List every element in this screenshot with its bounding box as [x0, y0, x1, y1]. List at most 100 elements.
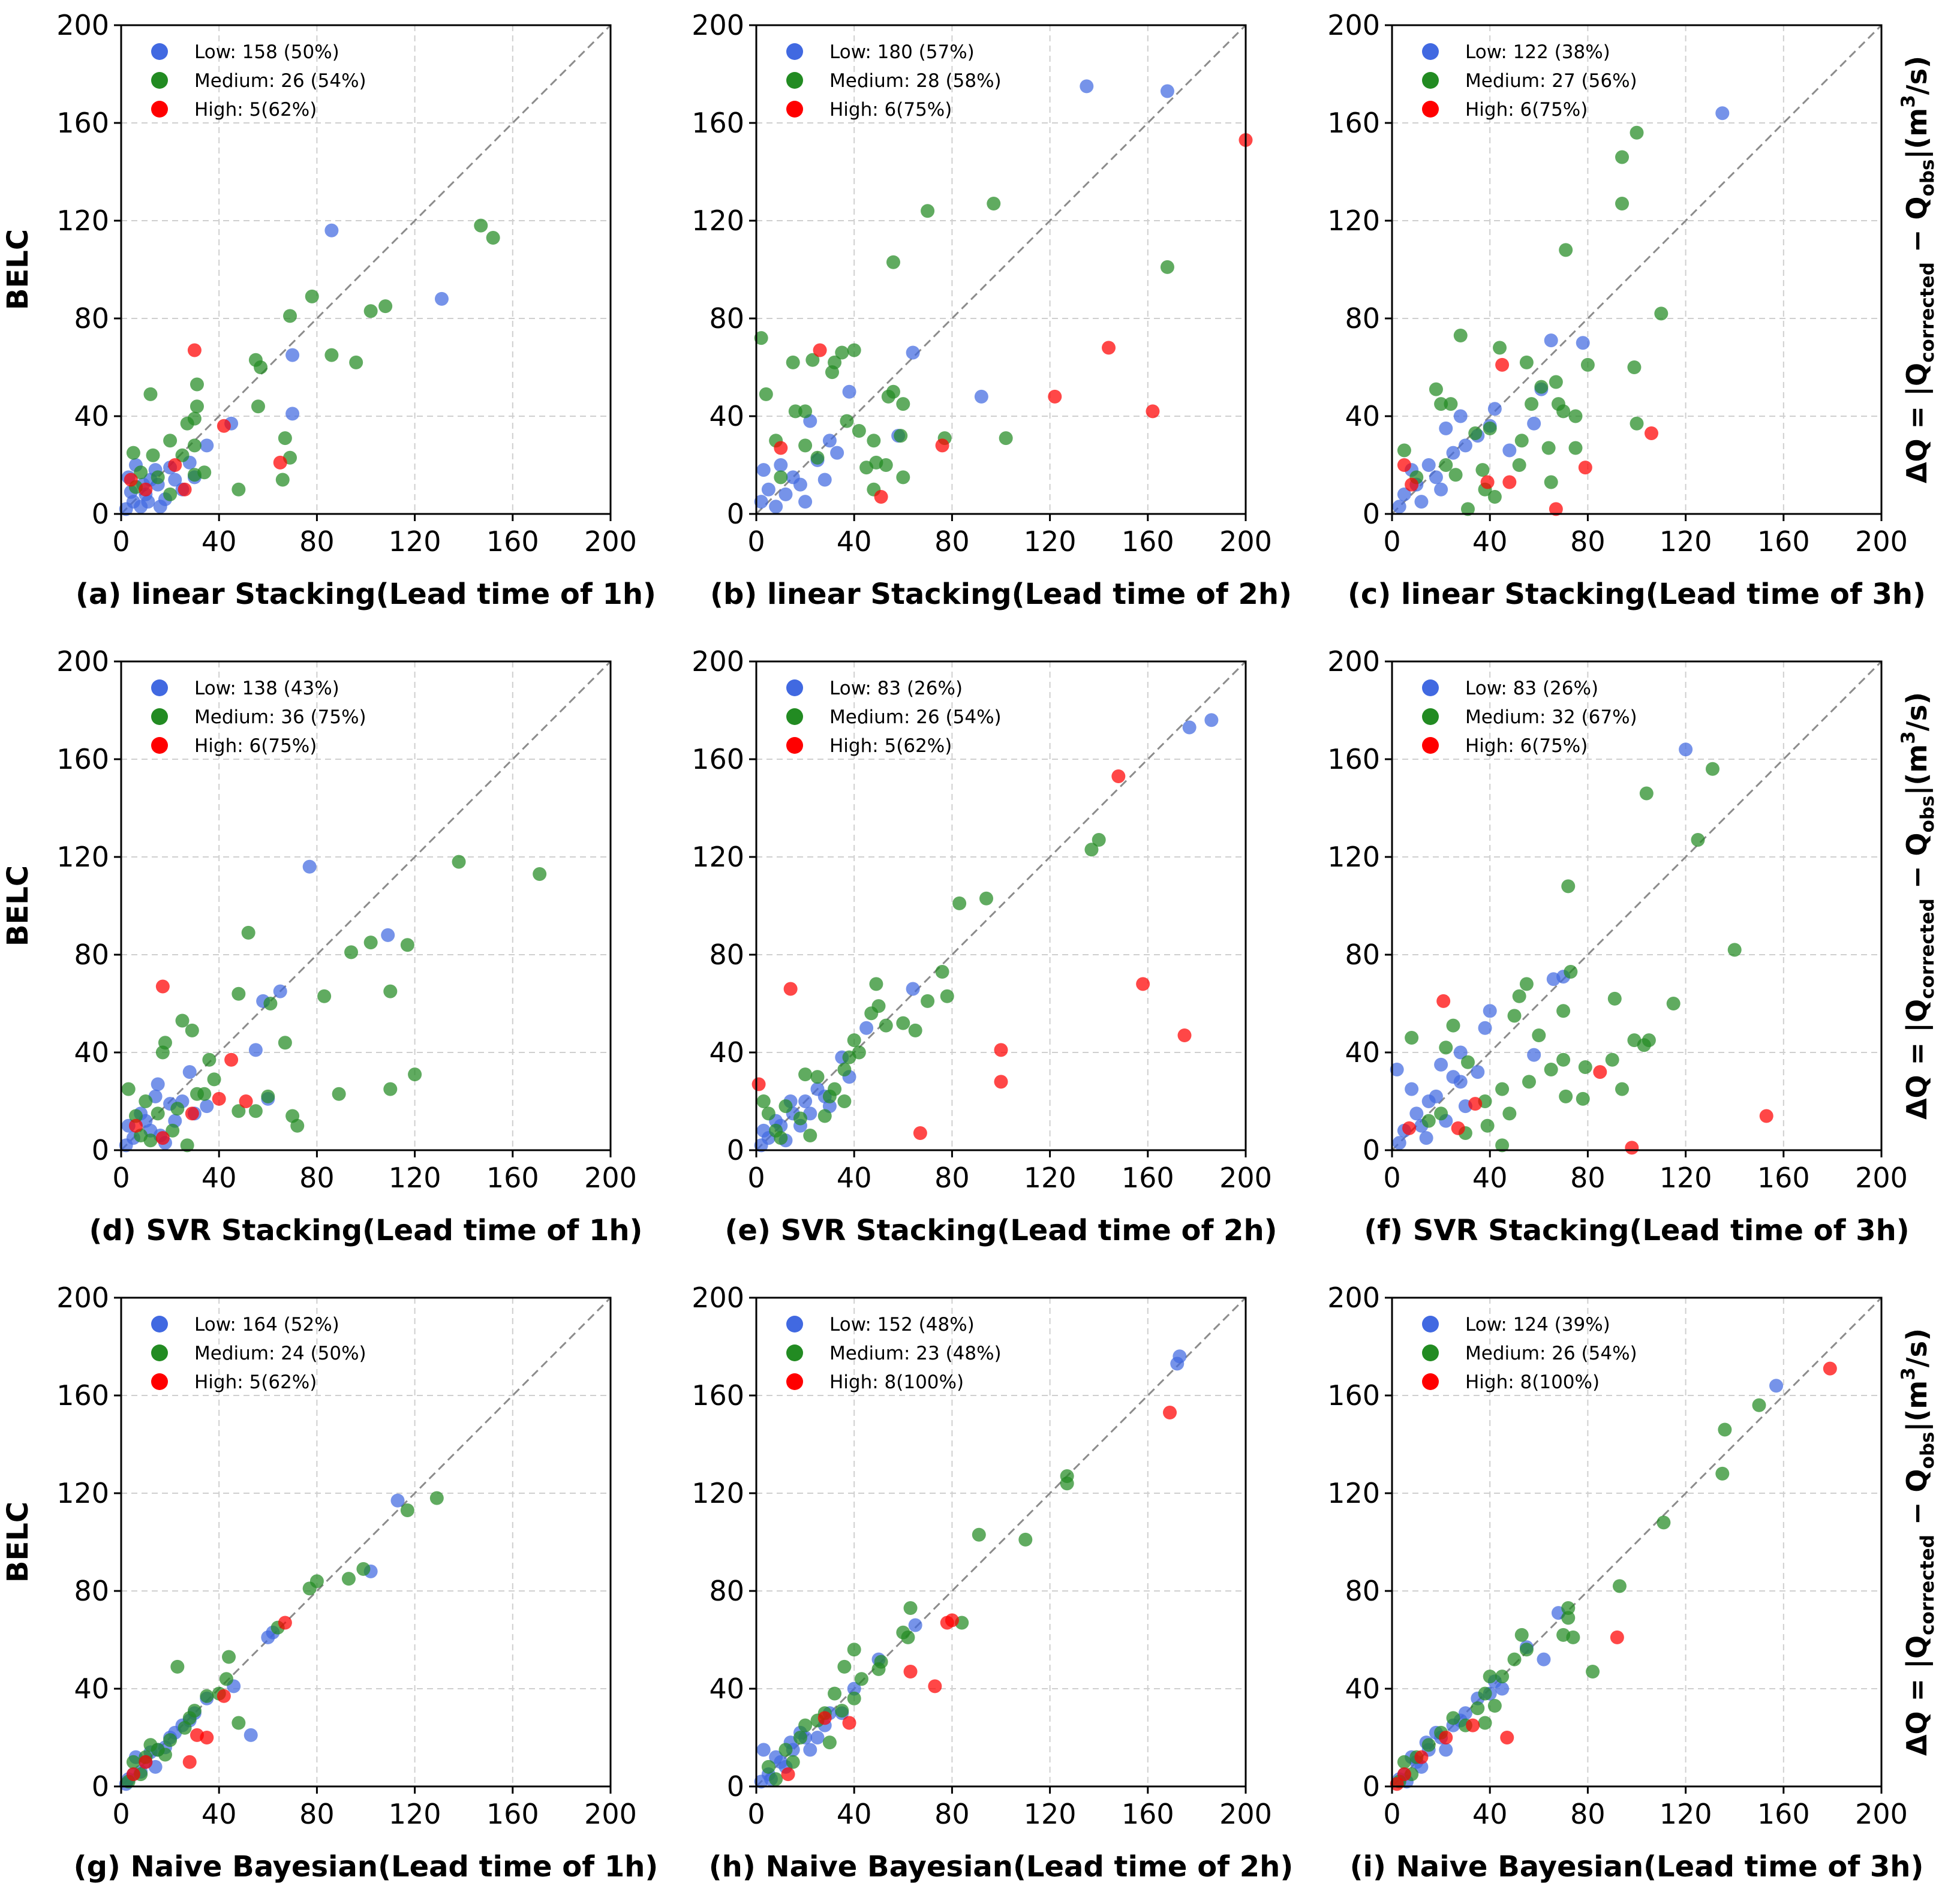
data-point-low: [803, 1743, 817, 1757]
legend-label-low: Low: 164 (52%): [194, 1314, 339, 1335]
legend: Low: 180 (57%) Medium: 28 (58%) High: 6(75…: [786, 41, 1002, 121]
x-tick-label: 200: [584, 1162, 637, 1194]
data-point-low: [1576, 336, 1590, 350]
data-point-medium: [754, 331, 768, 345]
x-tick-label: 40: [837, 1162, 872, 1194]
data-point-low: [248, 1043, 263, 1057]
data-point-medium: [1480, 1118, 1495, 1133]
series-high: [781, 1406, 1177, 1782]
x-tick-label: 200: [1219, 1162, 1272, 1194]
data-point-low: [200, 438, 214, 453]
data-point-high: [1500, 1731, 1514, 1744]
x-tick-label: 200: [1219, 1798, 1272, 1830]
data-point-medium: [128, 1109, 143, 1123]
data-point-medium: [1607, 991, 1622, 1006]
y-tick-label: 120: [1327, 841, 1380, 873]
data-point-high: [273, 455, 287, 470]
y-tick-label: 0: [1363, 1770, 1380, 1803]
y-axis-label: BELC: [1, 865, 35, 946]
data-point-high: [1593, 1065, 1607, 1079]
series-high: [126, 1616, 292, 1782]
data-point-medium: [1502, 1106, 1517, 1121]
data-point-low: [754, 495, 768, 509]
data-point-medium: [881, 389, 895, 404]
data-point-high: [1436, 994, 1451, 1008]
data-point-medium: [180, 416, 194, 431]
data-point-low: [273, 984, 287, 998]
data-point-low: [859, 1021, 874, 1035]
data-point-medium: [363, 304, 378, 318]
data-point-low: [1446, 446, 1460, 460]
data-point-low: [756, 1743, 771, 1757]
data-point-medium: [822, 1735, 837, 1750]
data-point-medium: [248, 1104, 263, 1118]
data-point-medium: [1556, 1052, 1571, 1067]
data-point-low: [1769, 1379, 1784, 1393]
legend-label-high: High: 5(62%): [194, 1371, 317, 1393]
y-tick-label: 40: [1345, 1673, 1380, 1705]
x-tick-label: 200: [1855, 1798, 1908, 1830]
data-point-low: [1160, 84, 1174, 98]
data-point-medium: [803, 1129, 817, 1143]
data-point-high: [1610, 1630, 1624, 1644]
data-point-medium: [810, 1070, 825, 1084]
data-point-medium: [786, 355, 800, 369]
data-point-medium: [847, 1643, 861, 1657]
data-point-low: [1453, 1075, 1468, 1089]
data-point-low: [1495, 1682, 1510, 1696]
data-point-low: [1409, 1106, 1424, 1121]
data-point-medium: [1752, 1398, 1766, 1412]
data-point-low: [1414, 495, 1429, 509]
data-point-high: [1495, 357, 1510, 372]
data-point-medium: [180, 1138, 194, 1153]
x-tick-label: 120: [1024, 525, 1077, 558]
data-point-high: [1466, 1718, 1480, 1732]
data-point-high: [994, 1043, 1008, 1057]
y-tick-label: 40: [74, 400, 109, 432]
data-point-high: [783, 982, 798, 996]
legend: Low: 138 (43%) Medium: 36 (75%) High: 6(75…: [151, 678, 366, 757]
data-point-high: [1397, 1767, 1411, 1782]
panel-title: (f) SVR Stacking(Lead time of 3h): [1364, 1214, 1909, 1247]
data-point-medium: [1556, 404, 1571, 419]
data-point-high: [155, 979, 170, 994]
data-point-medium: [894, 429, 908, 443]
data-point-medium: [1654, 306, 1669, 321]
x-tick-label: 120: [1660, 1798, 1712, 1830]
data-point-medium: [1541, 441, 1556, 455]
x-tick-label: 0: [1383, 1162, 1400, 1194]
data-point-medium: [761, 1759, 775, 1774]
legend-label-low: Low: 180 (57%): [829, 41, 975, 63]
data-point-high: [903, 1664, 918, 1679]
data-point-medium: [190, 377, 204, 392]
data-point-low: [1715, 106, 1730, 121]
y-tick-label: 40: [709, 400, 744, 432]
data-point-medium: [1483, 421, 1497, 435]
data-point-medium: [1487, 489, 1502, 504]
data-point-medium: [151, 1106, 165, 1121]
data-point-medium: [952, 896, 967, 910]
legend-label-low: Low: 122 (38%): [1465, 41, 1610, 63]
data-point-high: [1402, 1121, 1417, 1135]
data-point-medium: [847, 1691, 861, 1705]
data-point-low: [761, 482, 775, 497]
data-point-low: [1421, 458, 1436, 472]
series-high: [128, 979, 253, 1145]
data-point-high: [813, 343, 827, 357]
x-tick-label: 0: [747, 1798, 765, 1830]
legend-label-high: High: 5(62%): [194, 99, 317, 121]
data-point-medium: [341, 1572, 356, 1586]
data-point-medium: [1615, 196, 1630, 210]
data-point-medium: [828, 355, 842, 369]
x-tick-label: 80: [1570, 1798, 1606, 1830]
legend-marker-medium: [151, 72, 168, 89]
y-tick-label: 160: [692, 107, 744, 139]
data-point-low: [1419, 1131, 1433, 1145]
data-point-medium: [1512, 989, 1526, 1003]
data-point-high: [1502, 475, 1517, 489]
legend: Low: 164 (52%) Medium: 24 (50%) High: 5(62…: [151, 1314, 366, 1393]
legend-marker-medium: [786, 1344, 803, 1361]
series-high: [1397, 357, 1658, 516]
data-point-low: [778, 487, 793, 501]
data-point-medium: [828, 1686, 842, 1701]
